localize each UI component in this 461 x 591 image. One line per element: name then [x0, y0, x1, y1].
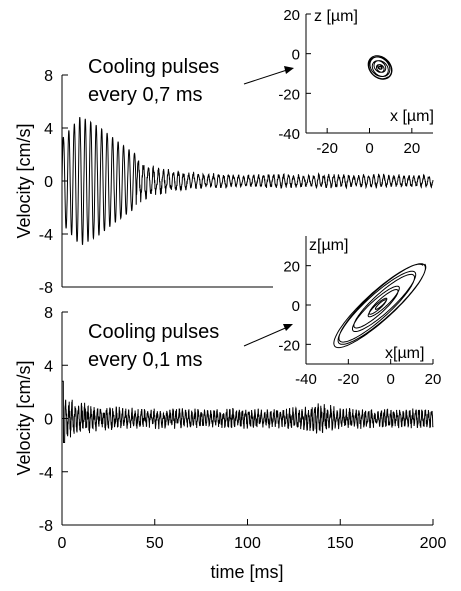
y-tick-label: -8	[39, 518, 53, 535]
top-inset-x-ticks: -20 0 20	[316, 128, 420, 157]
bottom-arrow-head	[283, 324, 293, 331]
top-inset-trajectory	[368, 56, 392, 79]
y-tick-label: 4	[44, 358, 53, 375]
inset-x-tick-label: 0	[386, 371, 394, 388]
bottom-inset-xlabel: x[µm]	[385, 345, 424, 362]
inset-y-tick-label: 20	[283, 7, 300, 24]
top-ylabel: Velocity [cm/s]	[14, 123, 34, 238]
top-annotation-line2: every 0,7 ms	[88, 84, 202, 106]
inset-x-tick-label: 20	[425, 371, 442, 388]
x-tick-label: 50	[146, 535, 164, 552]
inset-x-tick-label: -40	[295, 371, 317, 388]
bottom-ylabel: Velocity [cm/s]	[14, 360, 34, 475]
inset-y-tick-label: -40	[278, 126, 300, 143]
inset-y-tick-label: 20	[283, 259, 300, 276]
inset-x-tick-label: 0	[365, 140, 373, 157]
top-annotation-arrow	[244, 69, 290, 84]
y-tick-label: 8	[44, 305, 53, 322]
bottom-velocity-trace	[62, 381, 433, 442]
x-tick-label: 100	[234, 535, 261, 552]
inset-y-tick-label: 0	[292, 298, 300, 315]
inset-x-tick-label: 20	[403, 140, 420, 157]
top-arrow-head	[284, 66, 294, 74]
y-tick-label: 8	[44, 68, 53, 85]
top-inset-zlabel: z [µm]	[314, 8, 358, 25]
top-inset-xlabel: x [µm]	[390, 108, 434, 125]
bottom-annotation-line1: Cooling pulses	[88, 321, 219, 343]
inset-x-tick-label: -20	[337, 371, 359, 388]
y-tick-label: -4	[39, 465, 53, 482]
bottom-inset-x-ticks: -40 -20 0 20	[295, 359, 441, 388]
top-velocity-trace	[62, 117, 433, 244]
top-annotation-line1: Cooling pulses	[88, 56, 219, 78]
inset-x-tick-label: -20	[316, 140, 338, 157]
top-y-ticks: -8 -4 0 4 8	[39, 68, 68, 297]
inset-y-tick-label: -20	[278, 86, 300, 103]
x-tick-label: 150	[327, 535, 354, 552]
inset-y-tick-label: 0	[292, 47, 300, 64]
y-tick-label: -8	[39, 280, 53, 297]
x-tick-label: 200	[420, 535, 447, 552]
x-tick-label: 0	[58, 535, 67, 552]
y-tick-label: 4	[44, 121, 53, 138]
bottom-annotation-line2: every 0,1 ms	[88, 349, 202, 371]
y-tick-label: 0	[44, 174, 53, 191]
bottom-inset-zlabel: z[µm]	[309, 237, 348, 254]
y-tick-label: 0	[44, 412, 53, 429]
bottom-x-ticks: 0 50 100 150 200	[58, 519, 447, 552]
top-inset: -40 -20 0 20 -20 0 20 z [µm] x [µm]	[278, 7, 434, 157]
inset-y-tick-label: -20	[278, 337, 300, 354]
bottom-inset: -20 0 20 -40 -20 0 20 z[µm] x[µm]	[278, 236, 441, 388]
y-tick-label: -4	[39, 227, 53, 244]
bottom-inset-trajectory	[334, 264, 426, 348]
bottom-xlabel: time [ms]	[210, 562, 283, 582]
